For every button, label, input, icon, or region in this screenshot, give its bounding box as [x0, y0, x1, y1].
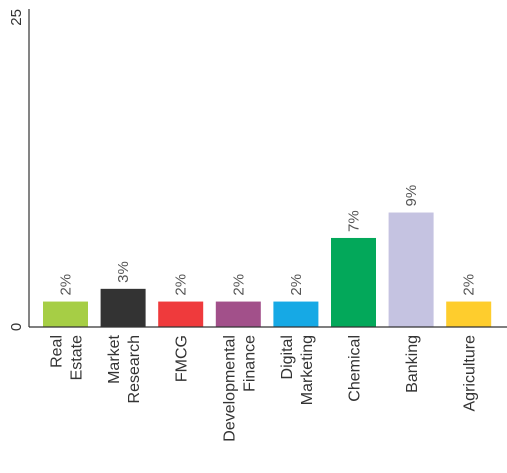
data-label: 2% [288, 274, 305, 296]
category-label: Banking [404, 335, 421, 393]
data-label: 3% [115, 261, 132, 283]
y-tick-label: 25 [8, 9, 25, 26]
data-label: 7% [346, 210, 363, 232]
y-tick-label: 0 [8, 323, 25, 331]
category-label: Estate [69, 335, 86, 380]
bar [100, 288, 146, 327]
category-label: Real [49, 335, 66, 368]
category-label: FMCG [174, 335, 191, 382]
category-label: Agriculture [462, 335, 479, 412]
data-label: 2% [173, 274, 190, 296]
category-label: Marketing [299, 335, 316, 405]
data-label: 2% [230, 274, 247, 296]
bar [273, 301, 319, 327]
bar [158, 301, 204, 327]
category-label: Market [106, 334, 123, 383]
y-axis: 0 25 [8, 9, 30, 331]
category-label: Research [126, 335, 143, 403]
bar [43, 301, 88, 327]
bar [388, 212, 434, 327]
bar [446, 301, 492, 327]
data-label: 9% [403, 185, 420, 207]
category-label: Finance [241, 335, 258, 392]
data-label: 2% [461, 274, 478, 296]
bars: 2% 3% 2% 2% 2% 7% 9% 2% [43, 185, 492, 327]
bar [215, 301, 261, 327]
category-label: Digital [279, 335, 296, 379]
category-label: Chemical [347, 335, 364, 402]
category-label: Developmental [221, 335, 238, 442]
category-labels: Real Estate Market Research FMCG Developmenta… [49, 334, 479, 441]
data-label: 2% [58, 274, 75, 296]
bar [331, 237, 376, 327]
